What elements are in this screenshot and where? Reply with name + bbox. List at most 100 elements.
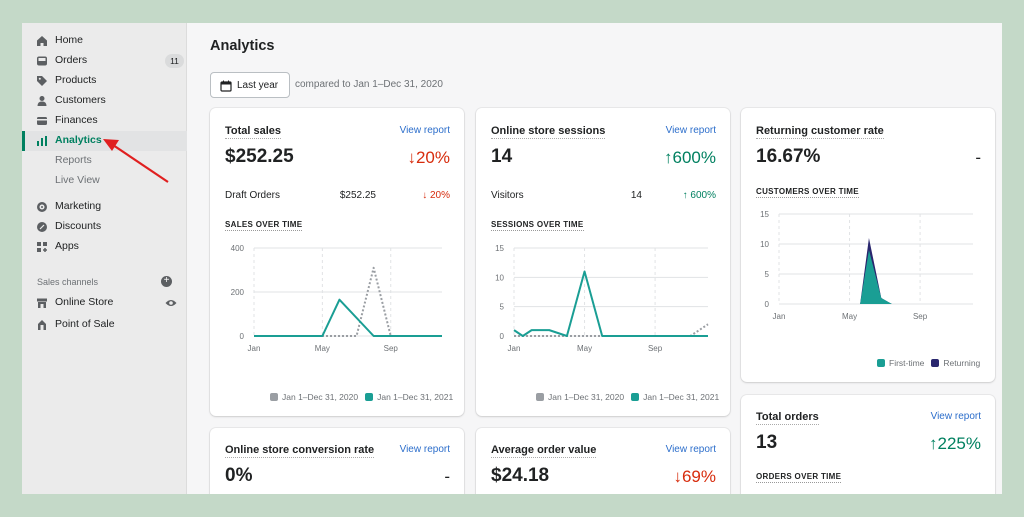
compare-text: compared to Jan 1–Dec 31, 2020 xyxy=(295,79,443,90)
conversion-rate-value: 0% xyxy=(225,465,253,486)
sidebar-item-label: Finances xyxy=(55,114,98,126)
series-line xyxy=(513,270,708,337)
delta-value: 69% xyxy=(681,467,716,486)
total-sales-card: Total sales View report $252.25 ↓20% Dra… xyxy=(210,108,464,416)
sidebar-item-online-store[interactable]: Online Store xyxy=(22,293,187,313)
active-indicator xyxy=(22,131,25,151)
date-range-label: Last year xyxy=(237,80,279,91)
x-tick-label: May xyxy=(315,344,330,353)
sessions-delta: ↑600% xyxy=(664,148,716,168)
date-range-button[interactable]: Last year xyxy=(210,72,290,98)
sidebar-item-label: Analytics xyxy=(55,134,102,146)
row-value: 14 xyxy=(630,190,642,201)
legend-swatch xyxy=(536,393,544,401)
sessions-card: Online store sessions View report 14 ↑60… xyxy=(476,108,730,416)
card-title[interactable]: Online store conversion rate xyxy=(225,444,375,458)
x-tick-label: Jan xyxy=(508,344,521,353)
sidebar-item-reports[interactable]: Reports xyxy=(22,151,187,171)
total-orders-delta: ↑225% xyxy=(929,434,981,454)
chart-legend: First-time Returning xyxy=(877,358,987,368)
legend-item: First-time xyxy=(877,358,924,368)
discount-icon xyxy=(37,222,47,232)
sessions-over-time-chart: 0 5 10 15 Jan May Sep xyxy=(495,244,709,353)
apps-icon xyxy=(37,242,47,252)
sidebar-item-apps[interactable]: Apps xyxy=(22,237,187,257)
chart-title: SALES OVER TIME xyxy=(225,220,303,231)
row-delta: ↓ 20% xyxy=(422,190,450,201)
sidebar-item-finances[interactable]: Finances xyxy=(22,111,187,131)
sidebar-item-products[interactable]: Products xyxy=(22,71,187,91)
view-report-link[interactable]: View report xyxy=(665,444,716,455)
average-order-value: $24.18 xyxy=(491,465,550,486)
home-icon xyxy=(37,36,47,46)
sidebar-item-home[interactable]: Home xyxy=(22,31,187,51)
sales-channels-label: Sales channels xyxy=(37,277,99,287)
card-title[interactable]: Returning customer rate xyxy=(756,125,884,139)
person-icon xyxy=(37,96,47,106)
x-tick-label: Sep xyxy=(648,344,663,353)
y-tick-label: 5 xyxy=(765,270,770,279)
view-report-link[interactable]: View report xyxy=(399,125,450,136)
sidebar-item-label: Online Store xyxy=(55,296,114,308)
orders-count-badge: 11 xyxy=(165,54,184,68)
sidebar-item-label: Discounts xyxy=(55,220,102,232)
sidebar: Home Orders 11 Products Customers Financ… xyxy=(22,23,187,494)
returning-rate-card: Returning customer rate 16.67% - CUSTOME… xyxy=(741,108,995,382)
view-report-link[interactable]: View report xyxy=(399,444,450,455)
sidebar-item-customers[interactable]: Customers xyxy=(22,91,187,111)
y-tick-label: 200 xyxy=(231,288,245,297)
sidebar-item-label: Apps xyxy=(55,240,79,252)
series-line xyxy=(254,266,442,337)
arrow-down-icon: ↓ xyxy=(422,190,430,201)
card-title[interactable]: Total orders xyxy=(756,411,819,425)
sidebar-item-point-of-sale[interactable]: Point of Sale xyxy=(22,315,187,335)
legend-swatch xyxy=(365,393,374,401)
store-icon xyxy=(37,298,47,308)
orders-icon xyxy=(37,56,47,66)
view-report-link[interactable]: View report xyxy=(665,125,716,136)
legend-item: Jan 1–Dec 31, 2020 xyxy=(536,392,624,402)
legend-swatch xyxy=(877,359,885,367)
average-order-value-card: Average order value View report $24.18 ↓… xyxy=(476,428,730,494)
sidebar-item-label: Point of Sale xyxy=(55,318,115,330)
pos-icon xyxy=(38,320,46,330)
delta-value: 225% xyxy=(937,434,981,453)
arrow-down-icon: ↓ xyxy=(407,148,416,167)
x-tick-label: Sep xyxy=(384,344,399,353)
card-title[interactable]: Average order value xyxy=(491,444,597,458)
x-tick-label: May xyxy=(842,312,857,321)
legend-item: Jan 1–Dec 31, 2021 xyxy=(365,392,453,402)
card-title[interactable]: Total sales xyxy=(225,125,282,139)
arrow-up-icon: ↑ xyxy=(929,434,938,453)
target-icon xyxy=(37,202,47,212)
arrow-up-icon: ↑ xyxy=(664,148,673,167)
returning-rate-delta: - xyxy=(975,148,981,167)
sidebar-item-orders[interactable]: Orders 11 xyxy=(22,51,187,71)
row-delta: ↑ 600% xyxy=(683,190,716,201)
add-channel-button[interactable]: + xyxy=(161,276,172,287)
eye-icon[interactable] xyxy=(165,297,177,309)
sidebar-item-discounts[interactable]: Discounts xyxy=(22,217,187,237)
tag-icon xyxy=(37,76,47,86)
arrow-up-icon: ↑ xyxy=(682,190,691,201)
card-title[interactable]: Online store sessions xyxy=(491,125,606,139)
sidebar-item-marketing[interactable]: Marketing xyxy=(22,197,187,217)
legend-item: Returning xyxy=(931,358,980,368)
total-sales-delta: ↓20% xyxy=(407,148,450,168)
y-tick-label: 0 xyxy=(500,332,505,341)
x-tick-label: Jan xyxy=(773,312,786,321)
legend-label: First-time xyxy=(889,358,925,368)
row-label: Visitors xyxy=(491,190,524,201)
delta-value: 20% xyxy=(415,148,450,167)
sales-over-time-chart: 0 200 400 Jan May Sep xyxy=(231,244,442,353)
y-tick-label: 400 xyxy=(231,244,245,253)
sidebar-item-live-view[interactable]: Live View xyxy=(22,171,187,191)
finances-icon xyxy=(37,117,47,125)
sidebar-item-label: Reports xyxy=(55,154,92,166)
view-report-link[interactable]: View report xyxy=(930,411,981,422)
row-delta-value: 600% xyxy=(690,190,716,201)
sidebar-item-label: Marketing xyxy=(55,200,102,212)
y-tick-label: 10 xyxy=(495,273,504,282)
y-tick-label: 0 xyxy=(240,332,245,341)
y-tick-label: 5 xyxy=(500,303,505,312)
